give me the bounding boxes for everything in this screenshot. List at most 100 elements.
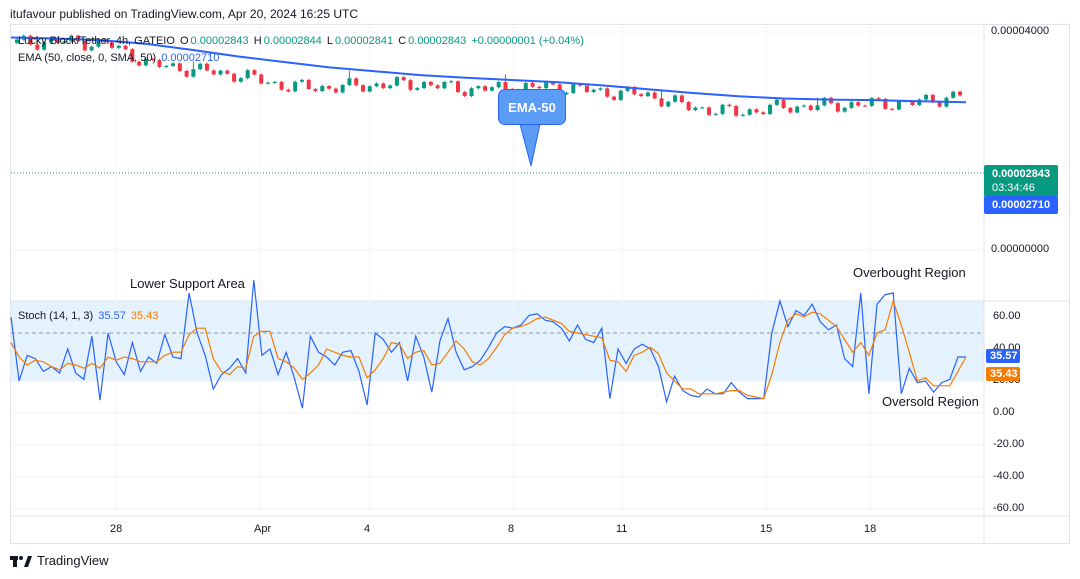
candle-body [381,83,386,89]
candle-body [659,98,664,107]
candle-body [768,104,773,115]
candle-body [96,39,101,47]
candle-body [883,98,888,109]
time-axis-label: 8 [508,523,515,535]
candle-body [591,89,596,92]
candle-body [523,83,528,90]
candle-body [313,88,318,92]
candle-body [225,70,230,74]
candle-body [137,61,142,66]
time-axis-label: 11 [616,523,628,535]
candle-body [645,92,650,97]
price-axis-label: 0.00000000 [991,243,1050,255]
candle-body [713,113,718,115]
candle-body [266,82,271,84]
stoch-axis-label: 0.00 [993,406,1015,418]
candle-body [35,44,40,50]
candle-body [191,69,196,77]
candle-body [252,70,257,75]
candle-body [164,66,169,68]
candle-body [598,88,603,90]
candle-body [700,107,705,109]
candle-body [130,49,135,62]
candle-body [211,70,216,75]
candle-body [951,91,956,98]
candle-body [605,88,610,97]
candle-body [28,35,33,45]
oversold-label: Oversold Region [882,394,979,409]
ema-price-badge: 0.00002710 [984,196,1058,214]
candle-body [157,60,162,67]
stoch-axis-label: -20.00 [993,438,1025,450]
candle-body [184,70,189,77]
candle-body [320,86,325,92]
candle-body [347,78,352,85]
symbol-label[interactable]: Lucky Block/Tether, 4h, GATEIO [18,35,175,47]
candle-body [428,81,433,86]
candle-body [930,94,935,103]
candle-body [564,92,569,95]
stoch-label[interactable]: Stoch (14, 1, 3) [18,310,94,322]
candle-body [584,85,589,92]
candle-body [937,102,942,107]
candle-body [327,86,332,89]
stoch-axis-label: -40.00 [993,470,1025,482]
ema-value: 0.00002710 [161,52,220,64]
candle-body [673,95,678,102]
close-label: C [398,35,407,47]
candle-body [625,87,630,91]
candle-body [367,86,372,92]
candle-body [734,106,739,116]
time-axis-label: 18 [864,523,877,535]
candle-body [503,82,508,89]
candle-body [415,88,420,90]
candle-body [354,78,359,86]
ohlc-legend: Lucky Block/Tether, 4h, GATEIO O 0.000028… [18,35,586,47]
candle-body [761,112,766,115]
candle-body [374,83,379,87]
candle-body [82,41,87,51]
ema-label[interactable]: EMA (50, close, 0, SMA, 50) [18,52,157,64]
candle-body [42,42,47,50]
stoch-legend: Stoch (14, 1, 3) 35.57 35.43 [18,310,160,322]
time-axis-label: Apr [254,523,272,535]
tradingview-footer[interactable]: TradingView [10,553,109,568]
candle-body [720,104,725,114]
chart-frame [10,24,1070,544]
candle-body [489,87,494,91]
candle-body [259,74,264,84]
close-value: 0.00002843 [408,35,467,47]
candle-body [706,107,711,115]
stoch-k-value: 35.57 [98,310,126,322]
candle-body [849,102,854,108]
candle-body [958,91,962,96]
candle-body [204,63,209,71]
candle-body [618,90,623,100]
stoch-lines [10,280,967,409]
candle-body [279,81,284,90]
candle-body [48,38,53,43]
stoch-k-badge: 35.57 [986,349,1020,363]
candle-body [333,88,338,93]
low-label: L [326,35,333,47]
candle-body [740,114,745,116]
candles [15,34,962,117]
candle-body [910,101,915,105]
candle-body [177,63,182,71]
candle-body [198,63,203,70]
candle-body [917,99,922,105]
low-value: 0.00002841 [335,35,394,47]
candle-body [469,88,474,97]
change-value: +0.00000001 (+0.04%) [471,35,584,47]
lower-support-label: Lower Support Area [130,276,245,291]
high-value: 0.00002844 [263,35,322,47]
candle-body [89,46,94,51]
candle-body [232,73,237,82]
candle-body [896,101,901,110]
time-axis-label: 28 [110,523,123,535]
candle-body [747,109,752,115]
candle-body [299,79,304,82]
high-label: H [253,35,262,47]
candle-body [639,94,644,97]
